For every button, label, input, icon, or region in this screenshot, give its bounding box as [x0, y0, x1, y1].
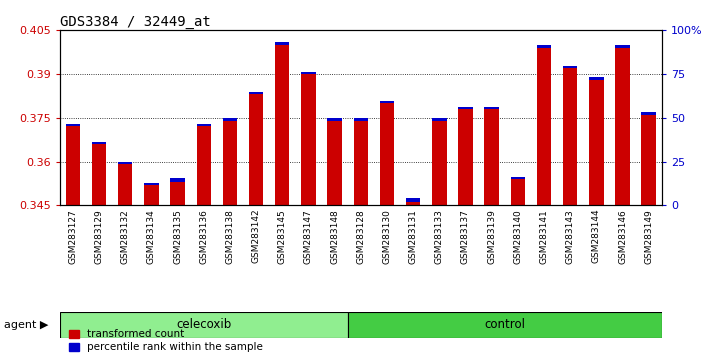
Text: GSM283143: GSM283143 — [565, 209, 574, 264]
Text: GSM283144: GSM283144 — [592, 209, 601, 263]
Text: GSM283136: GSM283136 — [199, 209, 208, 264]
Bar — [458, 109, 472, 205]
Bar — [379, 101, 394, 103]
Text: GSM283131: GSM283131 — [408, 209, 417, 264]
Bar — [563, 68, 577, 205]
Text: GSM283138: GSM283138 — [225, 209, 234, 264]
Bar — [641, 115, 656, 205]
Bar — [563, 66, 577, 68]
Text: GSM283139: GSM283139 — [487, 209, 496, 264]
Bar — [432, 121, 446, 205]
Text: control: control — [484, 318, 525, 331]
Bar — [379, 103, 394, 205]
Bar — [641, 113, 656, 115]
Bar — [484, 109, 499, 205]
Bar — [406, 202, 420, 205]
Bar — [589, 78, 603, 80]
Bar — [222, 121, 237, 205]
Bar — [348, 312, 662, 338]
Bar — [536, 45, 551, 47]
Bar — [60, 312, 348, 338]
Bar — [353, 118, 368, 121]
Bar — [301, 74, 315, 205]
Bar — [118, 164, 132, 205]
Text: GSM283149: GSM283149 — [644, 209, 653, 264]
Bar — [65, 126, 80, 205]
Bar — [196, 124, 211, 126]
Text: GSM283145: GSM283145 — [278, 209, 287, 264]
Text: GSM283141: GSM283141 — [539, 209, 548, 264]
Bar — [118, 162, 132, 164]
Text: GSM283128: GSM283128 — [356, 209, 365, 264]
Bar — [249, 92, 263, 94]
Bar — [144, 185, 158, 205]
Bar — [92, 144, 106, 205]
Bar — [458, 107, 472, 109]
Bar — [615, 47, 629, 205]
Bar — [144, 183, 158, 185]
Bar — [327, 121, 342, 205]
Text: GSM283142: GSM283142 — [251, 209, 260, 263]
Text: GSM283134: GSM283134 — [147, 209, 156, 264]
Text: celecoxib: celecoxib — [176, 318, 232, 331]
Bar — [536, 47, 551, 205]
Bar — [196, 126, 211, 205]
Text: agent ▶: agent ▶ — [4, 320, 48, 330]
Text: GSM283137: GSM283137 — [461, 209, 470, 264]
Bar — [484, 107, 499, 109]
Bar — [406, 198, 420, 202]
Bar — [510, 179, 525, 205]
Bar — [353, 121, 368, 205]
Text: GSM283129: GSM283129 — [94, 209, 103, 264]
Bar — [170, 178, 185, 182]
Bar — [222, 118, 237, 121]
Bar — [275, 42, 289, 45]
Bar — [327, 118, 342, 121]
Bar — [275, 45, 289, 205]
Legend: transformed count, percentile rank within the sample: transformed count, percentile rank withi… — [68, 329, 263, 352]
Text: GSM283146: GSM283146 — [618, 209, 627, 264]
Bar — [432, 118, 446, 121]
Text: GSM283133: GSM283133 — [435, 209, 444, 264]
Bar — [615, 45, 629, 47]
Bar — [589, 80, 603, 205]
Bar — [301, 72, 315, 74]
Bar — [249, 94, 263, 205]
Text: GSM283140: GSM283140 — [513, 209, 522, 264]
Bar — [65, 124, 80, 126]
Bar — [170, 182, 185, 205]
Text: GSM283127: GSM283127 — [68, 209, 77, 264]
Bar — [92, 142, 106, 144]
Text: GSM283135: GSM283135 — [173, 209, 182, 264]
Text: GSM283130: GSM283130 — [382, 209, 391, 264]
Text: GSM283148: GSM283148 — [330, 209, 339, 264]
Text: GSM283132: GSM283132 — [121, 209, 130, 264]
Bar — [510, 177, 525, 179]
Text: GDS3384 / 32449_at: GDS3384 / 32449_at — [60, 15, 210, 29]
Text: GSM283147: GSM283147 — [304, 209, 313, 264]
